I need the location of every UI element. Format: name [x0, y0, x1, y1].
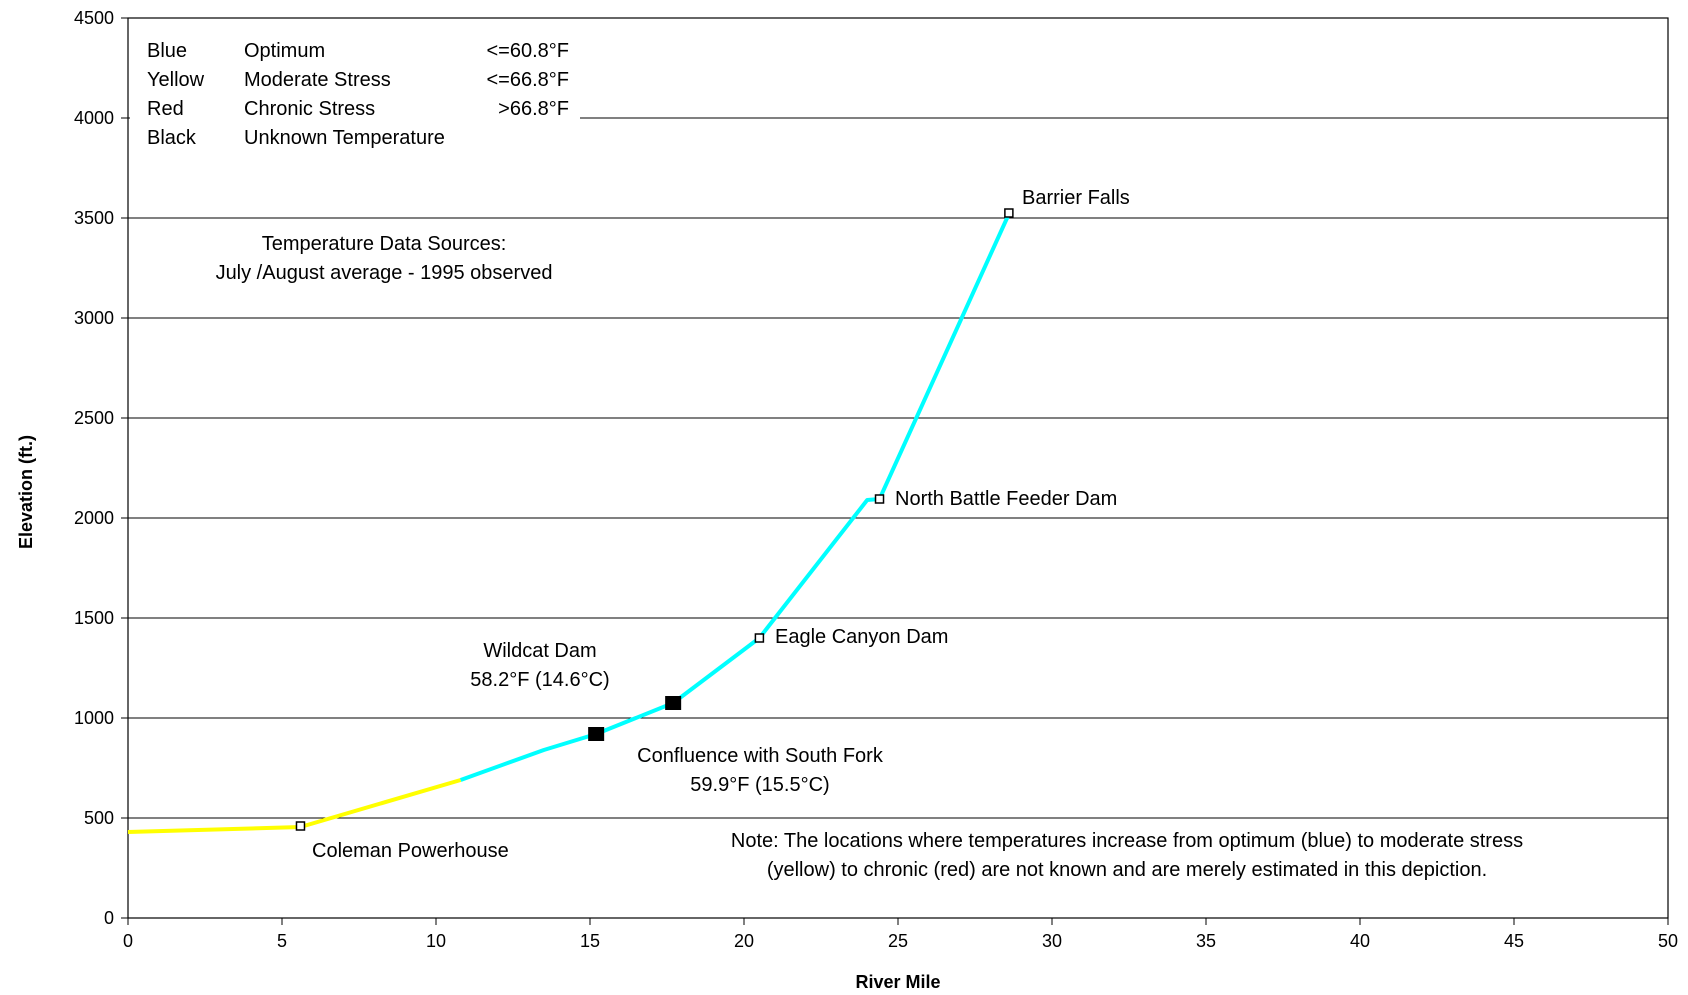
y-tick-label: 4500	[74, 8, 114, 28]
marker-eagle-canyon-dam	[754, 633, 765, 643]
legend-item-text: Unknown Temperature	[244, 127, 445, 149]
y-tick-label: 2500	[74, 408, 114, 428]
y-tick-label: 2000	[74, 508, 114, 528]
label-eagle-canyon-dam: Eagle Canyon Dam	[775, 626, 948, 648]
note-line-2: (yellow) to chronic (red) are not known …	[767, 859, 1487, 881]
data-sources-title: Temperature Data Sources:	[262, 233, 507, 255]
x-tick-label: 25	[888, 931, 908, 951]
legend-item-text: >66.8°F	[498, 98, 569, 120]
marker-barrier-falls	[1004, 208, 1014, 218]
marker-wildcat-dam	[665, 696, 682, 710]
data-sources-detail: July /August average - 1995 observed	[216, 262, 553, 284]
marker-coleman-powerhouse	[295, 821, 306, 831]
legend-item-text: <=60.8°F	[487, 40, 570, 62]
y-axis-title: Elevation (ft.)	[16, 435, 36, 549]
y-tick-label: 1000	[74, 708, 114, 728]
series-segment-yellow	[127, 778, 462, 834]
label-north-battle-feeder-dam: North Battle Feeder Dam	[895, 488, 1117, 510]
legend-item-text: Chronic Stress	[244, 98, 375, 120]
legend-item-text: Blue	[147, 40, 187, 62]
x-axis-ticks: 0 5 10 15 20 25 30 35 40 45 50	[123, 918, 1678, 951]
x-tick-label: 0	[123, 931, 133, 951]
x-tick-label: 45	[1504, 931, 1524, 951]
legend-background	[130, 30, 580, 158]
x-tick-label: 10	[426, 931, 446, 951]
legend-item-text: Moderate Stress	[244, 69, 391, 91]
y-tick-label: 3000	[74, 308, 114, 328]
legend-item-text: Black	[147, 127, 197, 149]
marker-confluence-south-fork	[588, 727, 605, 741]
label-wildcat-temp: 58.2°F (14.6°C)	[470, 669, 609, 691]
x-tick-label: 20	[734, 931, 754, 951]
label-wildcat-dam: Wildcat Dam	[483, 640, 596, 662]
label-coleman-powerhouse: Coleman Powerhouse	[312, 840, 509, 862]
legend-item-text: Red	[147, 98, 184, 120]
y-tick-label: 3500	[74, 208, 114, 228]
x-tick-label: 30	[1042, 931, 1062, 951]
legend: Blue Optimum <=60.8°F Yellow Moderate Stress…	[147, 40, 569, 149]
label-barrier-falls: Barrier Falls	[1022, 187, 1130, 209]
label-confluence-temp: 59.9°F (15.5°C)	[690, 774, 829, 796]
legend-item-text: Yellow	[147, 69, 205, 91]
y-tick-label: 1500	[74, 608, 114, 628]
x-axis-title: River Mile	[855, 972, 940, 992]
station-markers	[295, 208, 1014, 831]
x-tick-label: 35	[1196, 931, 1216, 951]
grid-lines	[128, 117, 1668, 819]
x-tick-label: 5	[277, 931, 287, 951]
legend-item-text: <=66.8°F	[487, 69, 570, 91]
marker-north-battle-feeder-dam	[874, 494, 885, 504]
note-line-1: Note: The locations where temperatures i…	[731, 830, 1523, 852]
x-tick-label: 50	[1658, 931, 1678, 951]
y-tick-label: 4000	[74, 108, 114, 128]
label-confluence: Confluence with South Fork	[637, 745, 884, 767]
y-axis-ticks: 0 500 1000 1500 2000 2500 3000 3500 4000 4500	[74, 8, 128, 928]
series-lines	[127, 213, 1011, 834]
x-tick-label: 15	[580, 931, 600, 951]
y-tick-label: 0	[104, 908, 114, 928]
y-tick-label: 500	[84, 808, 114, 828]
legend-item-text: Optimum	[244, 40, 325, 62]
x-tick-label: 40	[1350, 931, 1370, 951]
